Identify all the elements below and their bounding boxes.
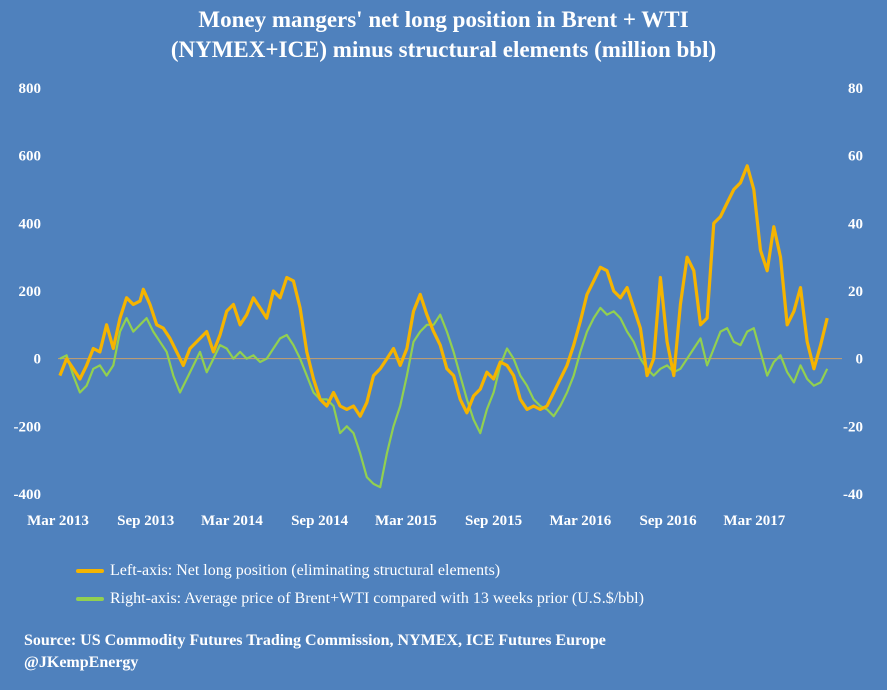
x-axis-tick-label: Sep 2016 (639, 513, 697, 529)
left-axis-tick-label: 0 (34, 352, 42, 368)
series-line-net-long-position (58, 164, 829, 418)
x-axis-tick-label: Mar 2015 (375, 513, 437, 529)
legend-left-label: Left-axis: Net long position (eliminatin… (110, 562, 501, 579)
right-axis-tick-label: 40 (848, 216, 863, 232)
x-axis-tick-label: Sep 2013 (117, 513, 174, 529)
left-axis-tick-label: 600 (19, 149, 42, 165)
left-axis-tick-label: 400 (19, 216, 42, 232)
x-axis-tick-label: Mar 2013 (27, 513, 89, 529)
x-axis-tick-label: Sep 2015 (465, 513, 522, 529)
left-axis-tick-label: -200 (14, 419, 42, 435)
right-axis-tick-label: 60 (848, 149, 863, 165)
x-axis-tick-label: Mar 2016 (549, 513, 611, 529)
right-axis-tick-label: 80 (848, 81, 863, 97)
chart-title-line-1: Money mangers' net long position in Bren… (198, 7, 689, 32)
legend-right-label: Right-axis: Average price of Brent+WTI c… (110, 590, 644, 607)
x-axis-tick-label: Mar 2017 (723, 513, 785, 529)
right-axis-tick-label: -20 (843, 419, 863, 435)
x-axis-tick-label: Sep 2014 (291, 513, 349, 529)
legend-right-series: Right-axis: Average price of Brent+WTI c… (76, 590, 644, 608)
author-handle: @JKempEnergy (24, 654, 139, 671)
legend-swatch-green (76, 597, 104, 601)
right-axis-tick-label: 0 (856, 352, 864, 368)
left-axis-tick-label: 200 (19, 284, 42, 300)
right-axis-tick-label: 20 (848, 284, 863, 300)
series-line-price-change (59, 306, 829, 489)
source-note: Source: US Commodity Futures Trading Com… (24, 632, 606, 649)
x-axis-tick-label: Mar 2014 (201, 513, 263, 529)
left-axis-tick-label: -400 (14, 487, 42, 503)
chart-title-line-2: (NYMEX+ICE) minus structural elements (m… (170, 37, 717, 62)
left-axis-tick-label: 800 (19, 81, 42, 97)
legend-swatch-orange (76, 569, 104, 573)
right-axis-tick-label: -40 (843, 487, 863, 503)
legend-left-series: Left-axis: Net long position (eliminatin… (76, 562, 500, 580)
